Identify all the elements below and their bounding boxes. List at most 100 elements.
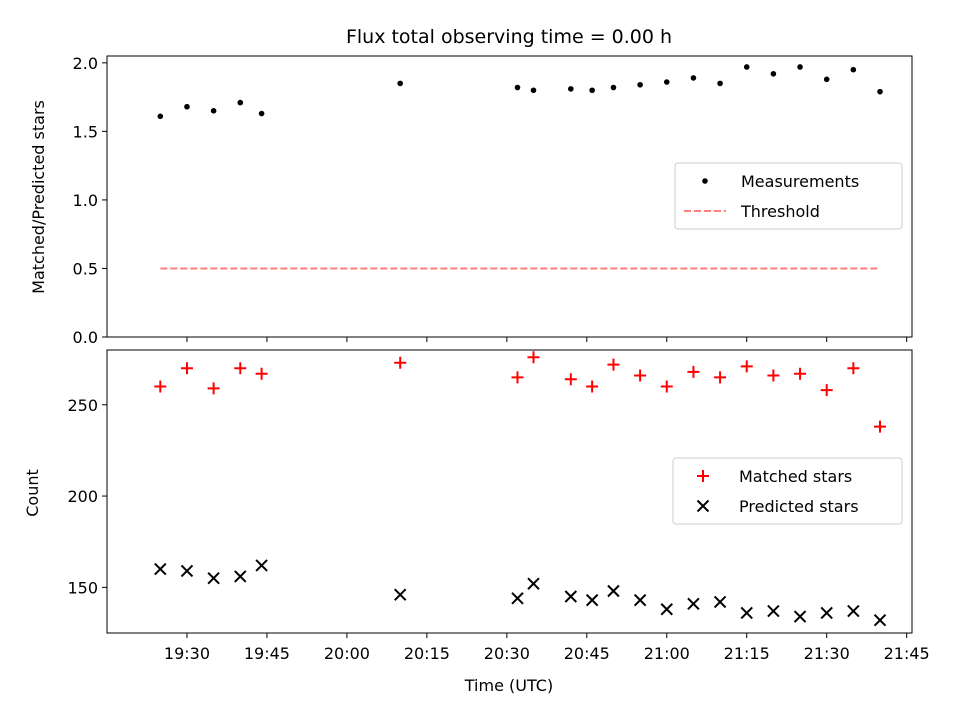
- measurement-point: [530, 87, 537, 94]
- top-legend: Measurements Threshold: [674, 162, 903, 230]
- bottom-x-tick-label: 21:30: [804, 644, 850, 663]
- top-y-tick-label: 0.5: [73, 259, 98, 278]
- legend-label: Measurements: [741, 172, 859, 191]
- measurement-point: [397, 80, 404, 87]
- bottom-y-tick-label: 250: [67, 396, 98, 415]
- measurement-point: [770, 71, 777, 77]
- predicted-stars-point: [394, 588, 407, 601]
- matched-stars-point: [767, 369, 780, 382]
- bottom-x-axis-label: Time (UTC): [464, 676, 553, 695]
- matched-stars-point: [874, 420, 887, 433]
- legend-plus-marker: [697, 470, 709, 482]
- bottom-x-tick-label: 19:30: [164, 644, 210, 663]
- matched-stars-point: [714, 371, 727, 384]
- measurement-point: [589, 87, 595, 94]
- matched-stars-point: [660, 380, 673, 393]
- predicted-stars-point: [687, 597, 700, 610]
- bottom-legend: Matched stars Predicted stars: [672, 457, 903, 525]
- predicted-stars-point: [847, 604, 860, 618]
- predicted-stars-point: [154, 562, 167, 576]
- predicted-stars-point: [607, 584, 620, 598]
- bottom-panel: 150 200 250 19:30 19:45 20:00 20:15 20:30 20:45 2…: [67, 349, 930, 663]
- matched-stars-point: [394, 356, 407, 369]
- legend-box: [674, 162, 903, 230]
- measurement-point: [184, 103, 190, 110]
- bottom-series-1: [154, 351, 887, 433]
- legend-box: [672, 457, 903, 525]
- legend-label: Matched stars: [739, 467, 852, 486]
- measurement-point: [663, 79, 670, 85]
- top-y-tick-label: 0.0: [73, 328, 98, 347]
- top-axes-frame: [106, 55, 913, 338]
- measurement-point: [717, 80, 723, 87]
- top-y-tick-label: 1.5: [73, 122, 98, 141]
- measurement-point: [210, 108, 217, 114]
- predicted-stars-point: [527, 577, 540, 590]
- matched-stars-point: [511, 371, 524, 384]
- matched-stars-point: [586, 380, 599, 393]
- bottom-y-tick-label: 200: [67, 487, 98, 506]
- predicted-stars-point: [633, 593, 647, 607]
- top-y-tick-label: 2.0: [73, 54, 98, 73]
- predicted-stars-point: [511, 592, 524, 605]
- measurement-point: [237, 99, 244, 106]
- measurement-point: [797, 64, 803, 70]
- bottom-x-tick-label: 21:15: [724, 644, 770, 663]
- predicted-stars-point: [255, 559, 268, 572]
- matched-stars-point: [740, 360, 753, 373]
- measurement-point: [823, 76, 830, 83]
- predicted-stars-point: [793, 610, 807, 623]
- matched-stars-point: [234, 362, 247, 375]
- matched-stars-point: [847, 362, 860, 375]
- legend-x-marker: [696, 499, 710, 513]
- matched-stars-point: [207, 382, 220, 395]
- matched-stars-point: [820, 384, 833, 397]
- predicted-stars-point: [180, 564, 194, 578]
- measurement-point: [610, 84, 617, 91]
- measurement-point: [743, 64, 750, 70]
- predicted-stars-point: [207, 572, 220, 585]
- bottom-x-tick-label: 20:45: [564, 644, 610, 663]
- measurement-point: [157, 113, 164, 120]
- predicted-stars-point: [873, 614, 887, 627]
- matched-stars-point: [794, 367, 807, 380]
- predicted-stars-point: [585, 593, 599, 607]
- predicted-stars-point: [234, 570, 247, 583]
- legend-label: Predicted stars: [739, 497, 859, 516]
- bottom-x-tick-label: 21:00: [644, 644, 690, 663]
- bottom-y-tick-label: 150: [67, 578, 98, 597]
- bottom-x-tick-label: 20:30: [484, 644, 530, 663]
- measurement-point: [850, 66, 857, 73]
- matched-stars-point: [154, 380, 167, 393]
- predicted-stars-point: [740, 606, 753, 620]
- top-series-1: [157, 64, 883, 120]
- measurement-point: [514, 84, 521, 91]
- chart-title: Flux total observing time = 0.00 h: [346, 26, 672, 48]
- measurement-point: [568, 86, 574, 92]
- matched-stars-point: [607, 358, 620, 371]
- predicted-stars-point: [660, 603, 673, 616]
- bottom-x-tick-label: 20:00: [324, 644, 370, 663]
- matched-stars-point: [527, 351, 540, 364]
- legend-label: Threshold: [740, 202, 820, 221]
- matched-stars-point: [634, 369, 647, 382]
- predicted-stars-point: [820, 606, 833, 620]
- bottom-x-tick-label: 20:15: [404, 644, 450, 663]
- measurement-point: [258, 110, 265, 117]
- bottom-axes-frame: [106, 349, 913, 634]
- matched-stars-point: [255, 367, 268, 380]
- bottom-x-tick-label: 21:45: [884, 644, 930, 663]
- top-y-tick-label: 1.0: [73, 191, 98, 210]
- matched-stars-point: [564, 373, 577, 386]
- measurement-point: [690, 75, 697, 81]
- bottom-x-tick-label: 19:45: [244, 644, 290, 663]
- legend-dot-marker: [702, 178, 708, 184]
- predicted-stars-point: [713, 595, 727, 609]
- measurement-point: [637, 81, 643, 88]
- predicted-stars-point: [767, 604, 780, 618]
- top-panel: 0.0 0.5 1.0 1.5 2.0 Measurements Threshold: [73, 54, 913, 347]
- top-y-axis-label: Matched/Predicted stars: [29, 100, 48, 294]
- bottom-y-axis-label: Count: [23, 469, 42, 517]
